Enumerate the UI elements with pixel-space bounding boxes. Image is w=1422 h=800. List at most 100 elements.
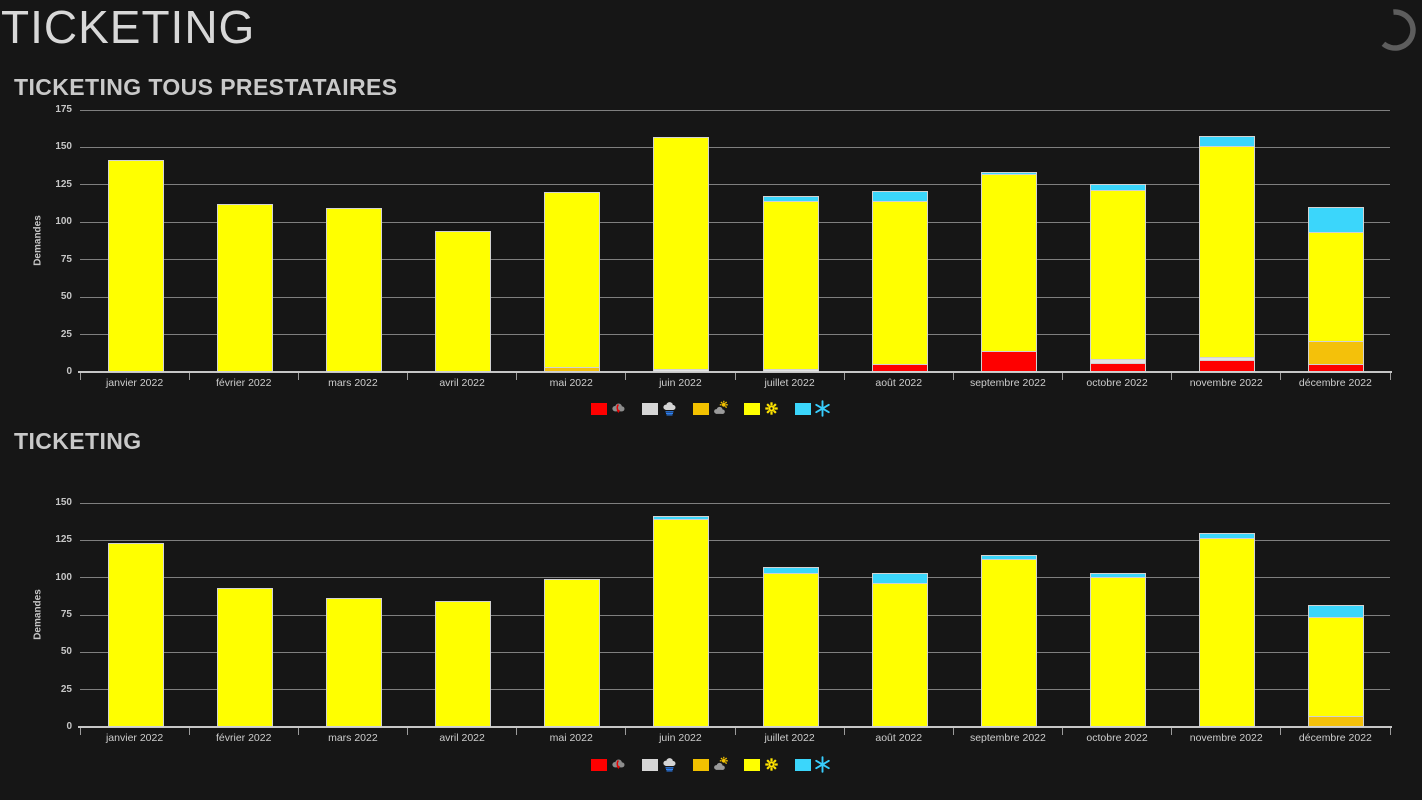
legend-item-sun-cloud[interactable] bbox=[693, 400, 729, 417]
x-axis-tickmark bbox=[734, 728, 736, 735]
segment-sunny bbox=[326, 209, 381, 371]
segment-snow bbox=[1091, 185, 1146, 190]
legend-swatch bbox=[693, 402, 709, 415]
x-axis-label-1: janvier 2022 bbox=[105, 377, 164, 389]
bar-février 2022[interactable] bbox=[216, 203, 273, 372]
x-axis-label-11: novembre 2022 bbox=[1189, 732, 1263, 744]
x-axis-tickmark bbox=[1062, 373, 1063, 380]
legend-item-snowflake[interactable] bbox=[795, 756, 831, 773]
bar-octobre 2022[interactable] bbox=[1090, 573, 1147, 727]
segment-rain bbox=[763, 368, 818, 371]
x-axis-tickmark bbox=[297, 728, 299, 735]
x-axis-label-8: août 2022 bbox=[875, 732, 923, 744]
x-axis-label-4: avril 2022 bbox=[439, 377, 485, 389]
legend-item-sun[interactable] bbox=[744, 400, 780, 417]
bar-septembre 2022[interactable] bbox=[980, 171, 1037, 372]
bar-juin 2022[interactable] bbox=[653, 136, 710, 372]
bar-août 2022[interactable] bbox=[871, 191, 928, 372]
legend-swatch bbox=[642, 402, 658, 415]
x-axis-tickmark bbox=[516, 728, 518, 735]
x-axis-label-1: janvier 2022 bbox=[105, 732, 164, 744]
legend-item-snowflake[interactable] bbox=[795, 400, 831, 417]
legend-swatch bbox=[744, 758, 760, 771]
legend-item-storm[interactable] bbox=[591, 756, 627, 773]
x-axis-label-2: février 2022 bbox=[216, 732, 272, 744]
legend-swatch bbox=[642, 758, 658, 771]
bar-décembre 2022[interactable] bbox=[1308, 605, 1365, 727]
x-axis-label-10: octobre 2022 bbox=[1086, 732, 1148, 744]
bar-avril 2022[interactable] bbox=[435, 230, 492, 372]
legend-swatch bbox=[693, 758, 709, 771]
x-axis-label-5: mai 2022 bbox=[549, 732, 593, 744]
segment-snow bbox=[1200, 533, 1255, 539]
x-axis-line bbox=[78, 726, 1392, 728]
y-axis-tick-label: 75 bbox=[60, 609, 72, 620]
segment-sunny bbox=[981, 559, 1036, 726]
y-axis-tick-label: 75 bbox=[60, 253, 72, 265]
bar-novembre 2022[interactable] bbox=[1199, 136, 1256, 372]
bar-mars 2022[interactable] bbox=[325, 598, 382, 727]
legend-swatch bbox=[795, 402, 811, 415]
gridline bbox=[80, 146, 1390, 148]
sun-icon bbox=[763, 400, 780, 417]
storm-icon bbox=[610, 756, 627, 773]
x-axis-label-3: mars 2022 bbox=[328, 732, 378, 744]
x-axis-label-6: juin 2022 bbox=[659, 732, 702, 744]
bar-avril 2022[interactable] bbox=[435, 601, 492, 727]
legend-swatch bbox=[795, 758, 811, 771]
legend-item-rain-cloud[interactable] bbox=[642, 400, 678, 417]
x-axis-tickmark bbox=[952, 728, 954, 735]
x-axis-tickmark bbox=[188, 373, 190, 380]
x-axis-tickmark bbox=[188, 728, 190, 735]
x-axis-tickmark bbox=[407, 373, 408, 380]
y-axis-tick-label: 0 bbox=[66, 366, 72, 377]
segment-partly-cloudy bbox=[545, 367, 600, 371]
gridline bbox=[80, 109, 1390, 111]
legend-item-sun[interactable] bbox=[744, 756, 780, 773]
gridline bbox=[80, 689, 1390, 691]
x-axis-label-2: février 2022 bbox=[216, 377, 272, 389]
x-axis-tickmark bbox=[1171, 728, 1173, 735]
gridline bbox=[80, 296, 1390, 298]
x-axis-tickmark bbox=[952, 373, 954, 380]
bar-juillet 2022[interactable] bbox=[762, 195, 819, 372]
bar-juillet 2022[interactable] bbox=[762, 567, 819, 727]
x-axis-label-7: juillet 2022 bbox=[764, 377, 815, 389]
chart-legend bbox=[80, 400, 1342, 417]
bar-juin 2022[interactable] bbox=[653, 516, 710, 727]
bar-octobre 2022[interactable] bbox=[1090, 184, 1147, 372]
segment-sunny bbox=[872, 201, 927, 365]
x-axis-tickmark bbox=[297, 373, 299, 380]
legend-item-storm[interactable] bbox=[591, 400, 627, 417]
bar-novembre 2022[interactable] bbox=[1199, 532, 1256, 727]
y-axis-tick-label: 100 bbox=[55, 571, 72, 583]
bar-septembre 2022[interactable] bbox=[980, 555, 1037, 727]
x-axis-label-5: mai 2022 bbox=[549, 377, 593, 389]
bar-février 2022[interactable] bbox=[216, 587, 273, 727]
x-axis-label-8: août 2022 bbox=[875, 377, 923, 389]
x-axis-tickmark bbox=[1062, 728, 1063, 735]
legend-item-rain-cloud[interactable] bbox=[642, 756, 678, 773]
segment-sunny bbox=[763, 201, 818, 369]
legend-item-sun-cloud[interactable] bbox=[693, 756, 729, 773]
bar-août 2022[interactable] bbox=[871, 573, 928, 727]
x-axis-tickmark bbox=[1389, 728, 1391, 735]
chart-title-tous-prestataires: TICKETING TOUS PRESTATAIRES bbox=[14, 74, 398, 100]
segment-sunny bbox=[654, 518, 709, 726]
rain-cloud-icon bbox=[661, 756, 678, 773]
y-axis-tick-label: 125 bbox=[55, 178, 72, 190]
segment-sunny bbox=[1309, 231, 1364, 341]
bar-janvier 2022[interactable] bbox=[107, 542, 164, 727]
bar-mai 2022[interactable] bbox=[544, 578, 601, 727]
bar-janvier 2022[interactable] bbox=[107, 160, 164, 372]
bar-mai 2022[interactable] bbox=[544, 192, 601, 372]
y-axis-tick-label: 25 bbox=[60, 328, 72, 340]
bar-décembre 2022[interactable] bbox=[1308, 206, 1365, 372]
bar-mars 2022[interactable] bbox=[325, 208, 382, 372]
x-axis-tickmark bbox=[843, 373, 845, 380]
segment-partly-cloudy bbox=[1309, 716, 1364, 726]
x-axis-label-4: avril 2022 bbox=[439, 732, 485, 744]
segment-snow bbox=[872, 574, 927, 584]
segment-sunny bbox=[545, 579, 600, 726]
